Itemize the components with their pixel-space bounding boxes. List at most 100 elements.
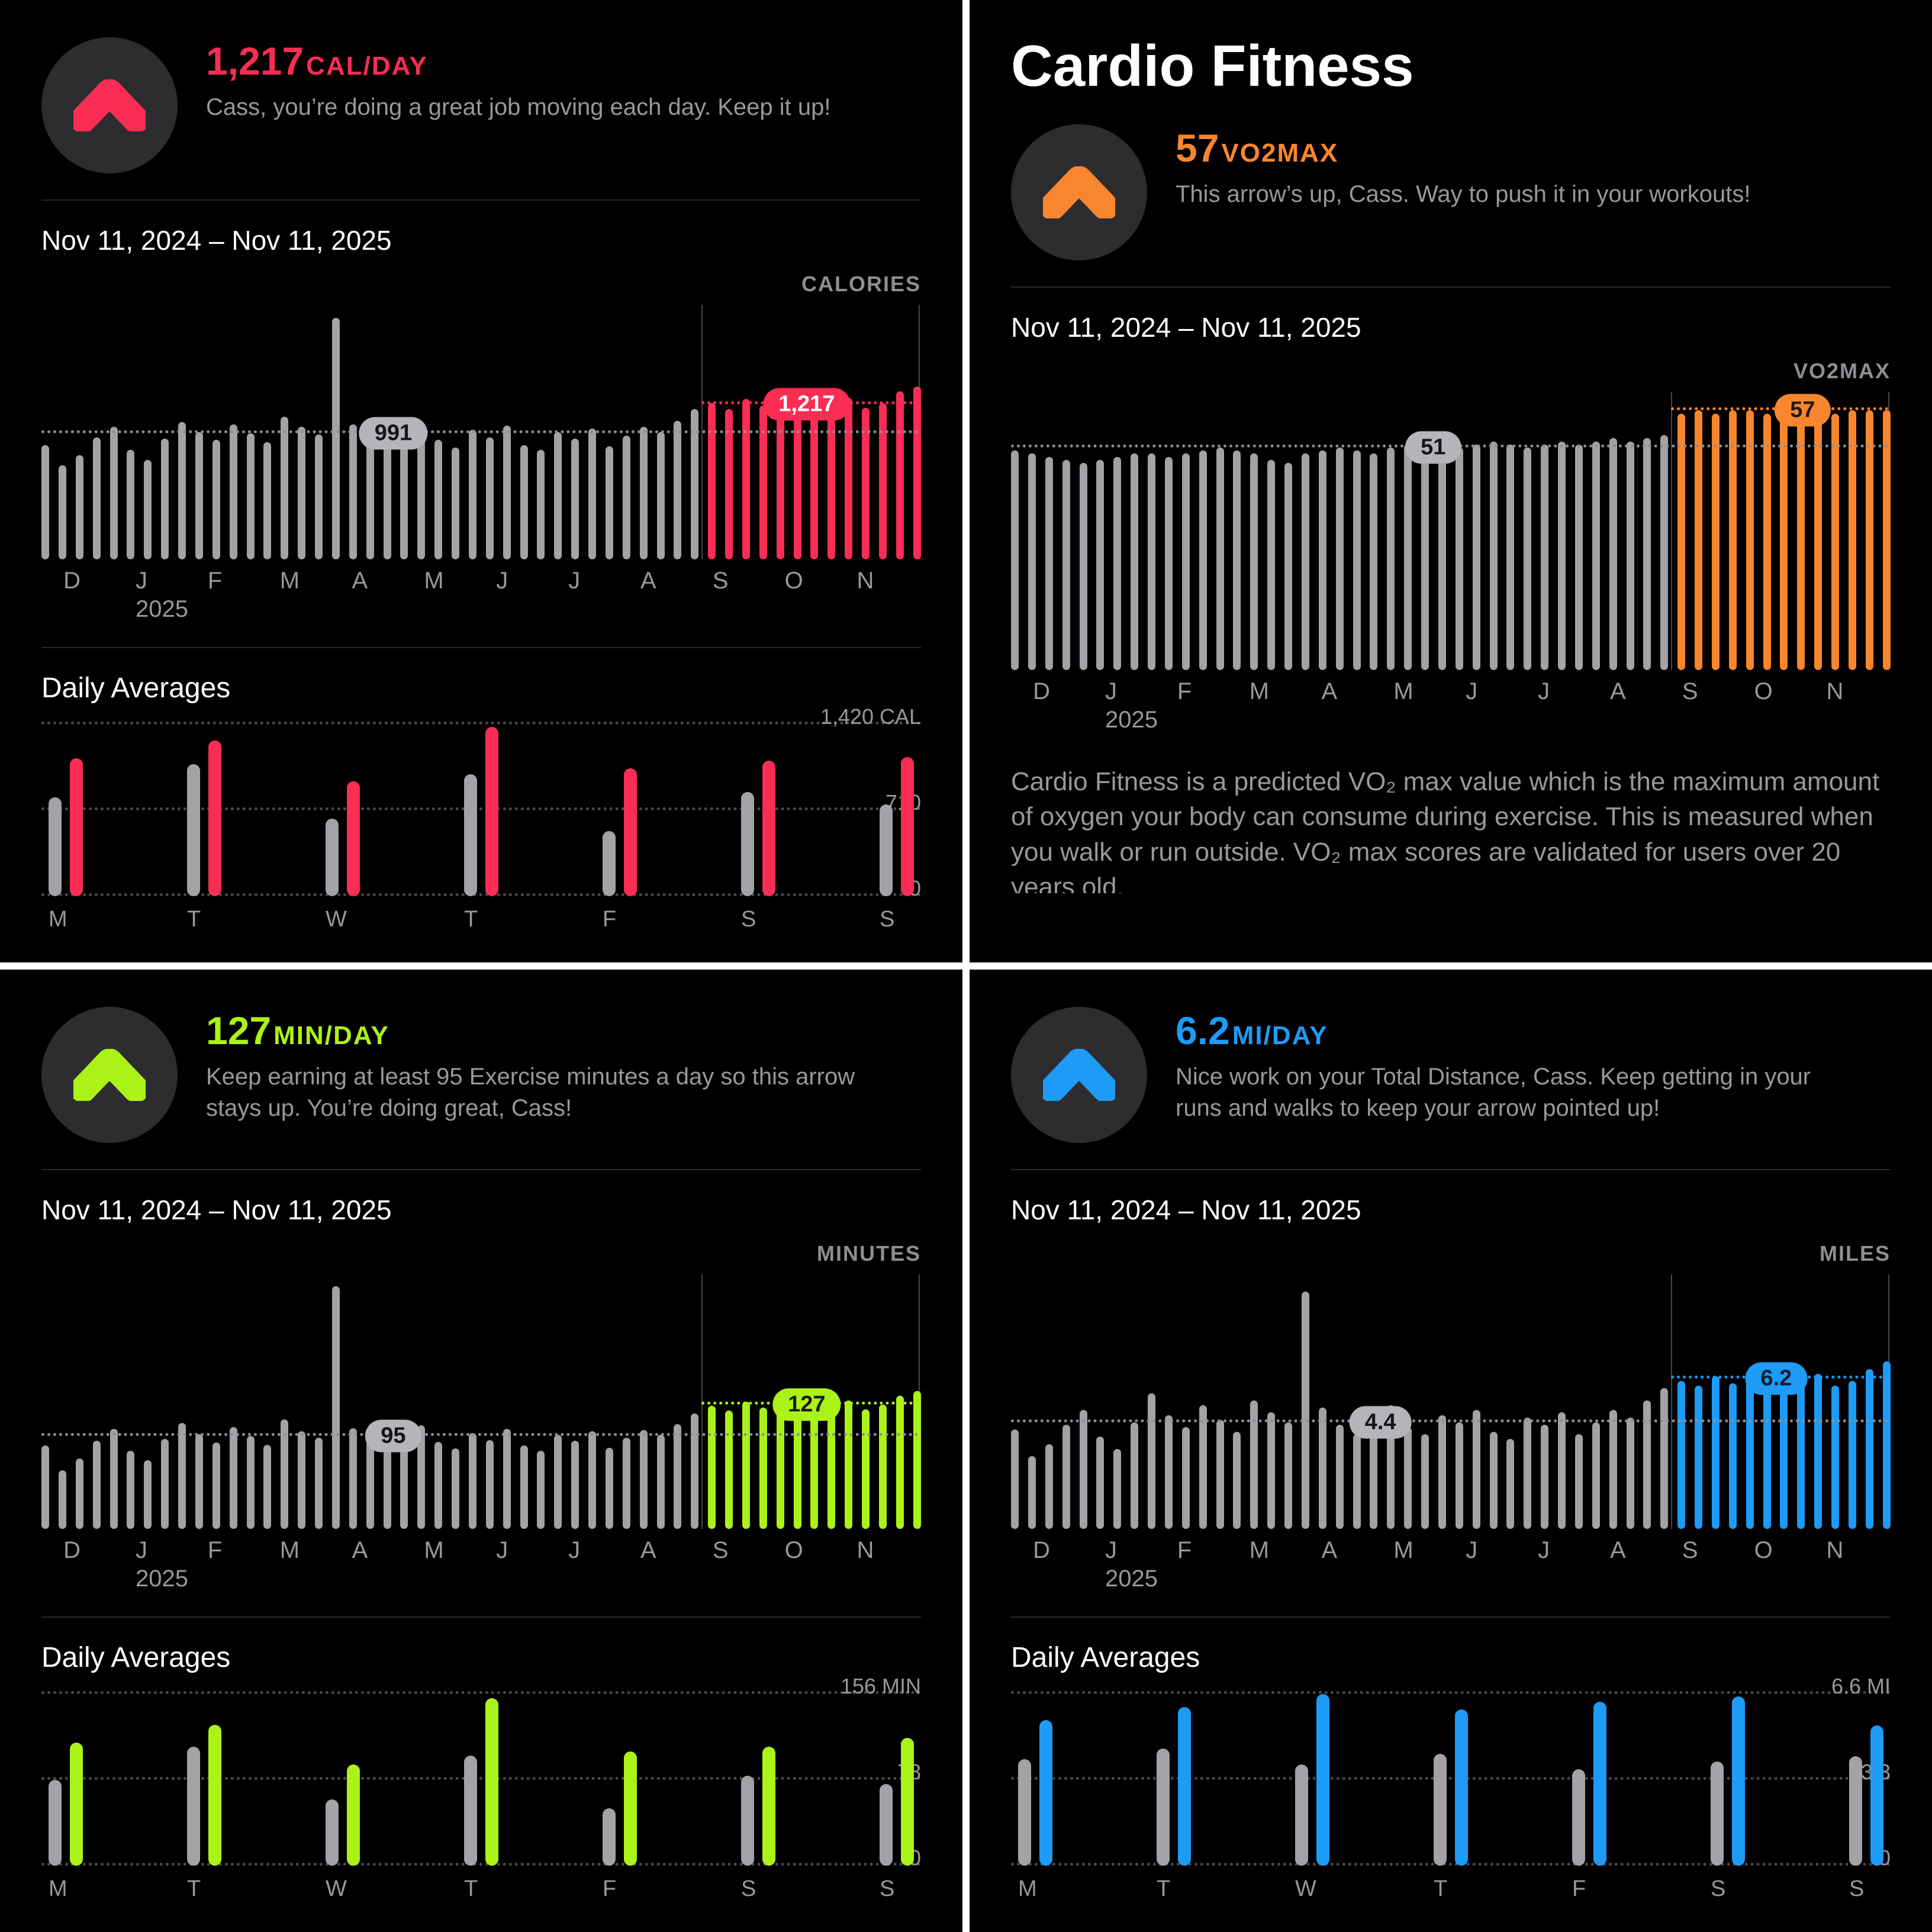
date-range: Nov 11, 2024 – Nov 11, 2025 bbox=[1011, 312, 1361, 343]
weekly-bar bbox=[246, 1435, 255, 1529]
gridline bbox=[41, 1863, 921, 1866]
month-label: J bbox=[1538, 1537, 1550, 1563]
weekly-bar bbox=[1353, 450, 1361, 670]
weekly-bar bbox=[1831, 413, 1839, 670]
weekly-bar bbox=[263, 1444, 272, 1529]
weekly-bar bbox=[1318, 450, 1326, 670]
month-label: A bbox=[640, 568, 656, 594]
weekly-bar bbox=[1455, 1422, 1463, 1529]
month-label: M bbox=[1249, 678, 1270, 704]
weekly-bar bbox=[639, 427, 648, 559]
month-label: O bbox=[784, 1537, 803, 1563]
month-label: S bbox=[712, 568, 729, 594]
weekly-bar bbox=[144, 1460, 152, 1529]
previous-average-bar bbox=[187, 1747, 200, 1866]
weekly-bar bbox=[571, 438, 579, 559]
calories-trend-chart[interactable]: 991 1,217 D J F M A M J J A S O N 2025 bbox=[41, 305, 921, 622]
day-label: F bbox=[603, 1876, 617, 1901]
weekly-bar bbox=[656, 1435, 665, 1529]
weekly-bar bbox=[503, 1429, 511, 1529]
weekly-bar bbox=[1865, 1368, 1873, 1529]
day-label: S bbox=[741, 1876, 756, 1901]
weekly-bar bbox=[1387, 447, 1395, 670]
weekly-bar bbox=[144, 460, 152, 559]
exercise-daily-averages-chart[interactable]: 156 MIN780 M T W T F S S bbox=[41, 1674, 921, 1902]
trend-arrow-badge bbox=[1011, 1007, 1147, 1143]
day-bars bbox=[1711, 1694, 1745, 1866]
month-label: O bbox=[1754, 678, 1773, 704]
weekly-bar bbox=[92, 437, 101, 559]
weekly-bar bbox=[776, 395, 784, 559]
day-label: S bbox=[880, 1876, 895, 1901]
day-column bbox=[603, 1694, 637, 1866]
weekly-bar bbox=[1592, 441, 1600, 670]
weekly-bar bbox=[1524, 447, 1532, 670]
weekly-bar bbox=[1763, 1388, 1771, 1529]
chart-axis-label: CALORIES bbox=[801, 272, 921, 296]
weekly-bar bbox=[1541, 444, 1549, 670]
weekly-bar bbox=[691, 1413, 699, 1529]
day-column bbox=[603, 724, 637, 896]
weekly-bar bbox=[383, 1447, 391, 1529]
weekly-bar bbox=[1524, 1417, 1532, 1529]
weekly-bar bbox=[1660, 1388, 1669, 1529]
month-label: N bbox=[1826, 678, 1844, 704]
up-arrow-icon bbox=[73, 1049, 146, 1101]
gridline-label: 156 MIN bbox=[840, 1674, 921, 1698]
previous-average-bar bbox=[880, 1784, 893, 1866]
weekly-bar bbox=[1370, 1417, 1378, 1529]
weekly-bar bbox=[58, 1470, 66, 1529]
weekly-bar bbox=[1711, 1376, 1720, 1529]
recent-average-bar bbox=[1732, 1696, 1745, 1866]
day-label: T bbox=[1157, 1876, 1171, 1901]
weekly-bar bbox=[1216, 1419, 1224, 1529]
plot-area: 4.4 6.2 bbox=[1011, 1274, 1891, 1529]
weekly-bar bbox=[913, 386, 921, 559]
weekly-bars bbox=[41, 1274, 921, 1529]
recent-average-bar bbox=[70, 758, 83, 896]
headline-line: 1,217 CAL/DAY bbox=[206, 38, 830, 83]
weekly-bar bbox=[1643, 438, 1651, 670]
headline-line: 127 MIN/DAY bbox=[206, 1008, 887, 1053]
weekly-bar bbox=[1199, 1405, 1207, 1529]
weekly-bar bbox=[1763, 413, 1771, 670]
previous-average-bar bbox=[603, 1808, 616, 1866]
weekly-bar bbox=[571, 1441, 579, 1529]
weekly-bar bbox=[1626, 1417, 1634, 1529]
headline-value: 57 bbox=[1176, 126, 1219, 170]
month-label: D bbox=[1033, 678, 1051, 704]
year-label: 2025 bbox=[136, 1566, 188, 1592]
weekly-bar bbox=[485, 437, 494, 559]
day-column bbox=[1572, 1694, 1606, 1866]
vo2max-trend-chart[interactable]: 51 57 D J F M A M J J A S O N 2025 bbox=[1011, 392, 1891, 733]
weekly-bar bbox=[58, 465, 66, 559]
day-column bbox=[49, 724, 83, 896]
month-label: J bbox=[1466, 1537, 1478, 1563]
trend-headline: 57 VO2MAX This arrow’s up, Cass. Way to … bbox=[1176, 124, 1750, 210]
previous-average-bar bbox=[741, 1775, 754, 1866]
weekly-bar bbox=[1746, 410, 1754, 670]
divider bbox=[1011, 1617, 1891, 1618]
weekly-bar bbox=[1096, 1437, 1105, 1529]
month-axis: D J F M A M J J A S O N 2025 bbox=[1011, 670, 1891, 733]
exercise-minutes-trend-chart[interactable]: 95 127 D J F M A M J J A S O N 2025 bbox=[41, 1274, 921, 1592]
headline-unit: MIN/DAY bbox=[273, 1021, 389, 1050]
weekly-bar bbox=[1301, 453, 1309, 670]
weekly-bar bbox=[1848, 1381, 1856, 1529]
weekly-bar bbox=[1131, 1422, 1139, 1529]
weekly-bar bbox=[793, 410, 801, 559]
recent-average-bar bbox=[70, 1742, 83, 1866]
calories-daily-averages-chart[interactable]: 1,420 CAL7100 M T W T F S S bbox=[41, 704, 921, 932]
weekly-bar bbox=[1250, 453, 1258, 670]
day-column bbox=[1434, 1694, 1468, 1866]
distance-trend-chart[interactable]: 4.4 6.2 D J F M A M J J A S O N 2025 bbox=[1011, 1274, 1891, 1592]
month-label: M bbox=[1249, 1537, 1270, 1563]
daily-averages-title: Daily Averages bbox=[41, 672, 231, 704]
weekly-bar bbox=[725, 409, 733, 559]
weekly-bar bbox=[1746, 1371, 1754, 1529]
day-label: M bbox=[49, 907, 67, 932]
panel-exercise-minutes: 127 MIN/DAY Keep earning at least 95 Exe… bbox=[0, 970, 962, 1932]
highlight-average-badge: 6.2 bbox=[1745, 1362, 1808, 1395]
panel-cardio-fitness: Cardio Fitness 57 VO2MAX This arrow’s up… bbox=[970, 0, 1932, 962]
distance-daily-averages-chart[interactable]: 6.6 MI3.30 M T W T F S S bbox=[1011, 1674, 1891, 1902]
